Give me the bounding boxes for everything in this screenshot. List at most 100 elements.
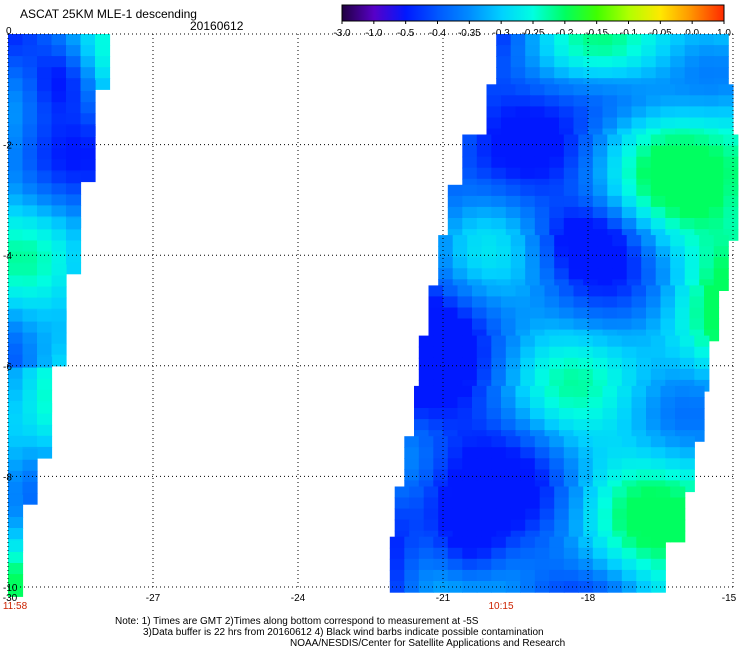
data-cell <box>607 206 623 219</box>
data-cell <box>694 368 710 381</box>
data-cell <box>501 285 517 298</box>
data-cell <box>472 385 488 398</box>
data-cell <box>467 246 483 258</box>
data-cell <box>597 45 613 57</box>
data-cell <box>8 332 24 345</box>
data-cell <box>713 279 729 291</box>
data-cell <box>559 296 575 309</box>
data-cell <box>534 178 550 191</box>
data-cell <box>505 458 521 470</box>
data-cell <box>679 458 695 470</box>
data-cell <box>505 480 521 493</box>
data-cell <box>665 156 681 169</box>
data-cell <box>612 268 628 280</box>
data-cell <box>713 34 729 46</box>
data-cell <box>37 264 53 277</box>
data-cell <box>583 257 599 269</box>
data-cell <box>684 67 700 79</box>
data-cell <box>22 205 38 218</box>
data-cell <box>491 178 507 191</box>
data-cell <box>631 84 647 96</box>
data-cell <box>544 128 560 141</box>
data-cell <box>563 218 579 230</box>
data-cell <box>462 229 478 241</box>
data-cell <box>520 156 536 169</box>
data-cell <box>665 184 681 197</box>
data-cell <box>462 569 478 582</box>
data-cell <box>418 379 434 392</box>
data-cell <box>462 184 478 197</box>
data-cell <box>457 296 473 309</box>
data-cell <box>505 178 521 191</box>
data-cell <box>684 56 700 68</box>
data-cell <box>607 134 623 147</box>
data-cell <box>505 335 521 348</box>
data-cell <box>641 486 657 499</box>
data-cell <box>694 357 710 370</box>
data-cell <box>476 547 492 560</box>
data-cell <box>22 470 38 483</box>
data-cell <box>607 229 623 241</box>
data-cell <box>22 448 38 461</box>
data-cell <box>476 178 492 191</box>
data-cell <box>80 91 96 103</box>
data-cell <box>51 148 67 160</box>
data-cell <box>607 536 623 549</box>
y-tick-label: -2 <box>3 141 12 152</box>
data-cell <box>621 178 637 191</box>
data-cell <box>491 480 507 493</box>
data-cell <box>646 307 662 320</box>
x-tick-label: -21 <box>436 593 451 604</box>
data-cell <box>37 205 53 218</box>
data-cell <box>37 356 53 369</box>
data-cell <box>612 78 628 90</box>
data-cell <box>428 318 444 331</box>
data-cell <box>568 67 584 79</box>
data-cell <box>588 128 604 141</box>
data-cell <box>505 368 521 381</box>
data-cell <box>704 106 720 119</box>
data-cell <box>452 235 468 247</box>
data-cell <box>534 346 550 359</box>
data-cell <box>713 67 729 79</box>
data-cell <box>491 335 507 348</box>
data-cell <box>646 385 662 398</box>
data-cell <box>418 346 434 359</box>
data-cell <box>708 218 724 230</box>
data-cell <box>505 581 521 593</box>
data-cell <box>670 235 686 247</box>
data-cell <box>592 178 608 191</box>
data-cell <box>554 486 570 499</box>
data-cell <box>704 117 720 130</box>
data-cell <box>641 67 657 79</box>
data-cell <box>452 519 468 532</box>
data-cell <box>447 436 463 448</box>
data-cell <box>650 156 666 169</box>
data-cell <box>675 296 691 309</box>
data-cell <box>646 106 662 119</box>
data-cell <box>534 379 550 392</box>
data-cell <box>646 117 662 130</box>
data-cell <box>544 430 560 442</box>
data-cell <box>626 508 642 521</box>
data-cell <box>665 218 681 230</box>
data-cell <box>636 145 652 158</box>
data-cell <box>22 378 38 391</box>
data-cell <box>679 218 695 230</box>
data-cell <box>447 346 463 359</box>
data-cell <box>607 218 623 230</box>
data-cell <box>607 480 623 493</box>
data-cell <box>501 128 517 141</box>
data-cell <box>491 134 507 147</box>
data-cell <box>525 486 541 499</box>
data-cell <box>660 318 676 331</box>
data-cell <box>496 268 512 280</box>
data-cell <box>51 251 67 264</box>
data-cell <box>486 419 502 431</box>
data-cell <box>583 508 599 521</box>
data-cell <box>588 106 604 119</box>
data-cell <box>655 530 671 543</box>
data-cell <box>452 268 468 280</box>
data-cell <box>525 508 541 521</box>
data-cell <box>689 318 705 331</box>
